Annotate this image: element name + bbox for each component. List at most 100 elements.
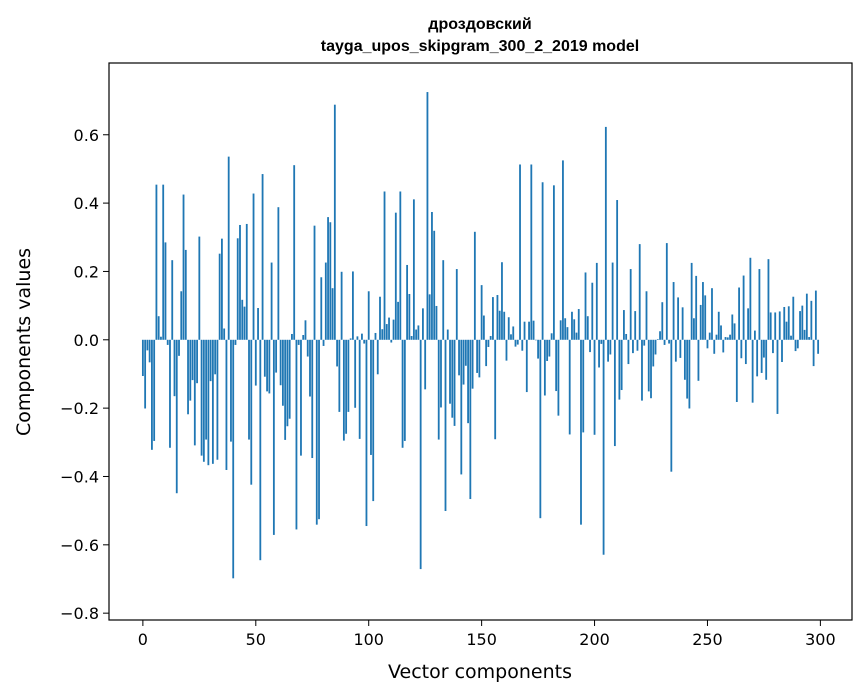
bar [431, 211, 433, 340]
bar [665, 243, 668, 340]
x-tick-label: 100 [353, 630, 384, 649]
bar [733, 323, 736, 340]
bar [763, 339, 765, 358]
bar [738, 287, 740, 340]
bar [557, 339, 560, 416]
bar [388, 317, 390, 340]
x-axis-label: Vector components [388, 661, 572, 683]
bar [794, 339, 797, 352]
bar [643, 339, 646, 346]
bar [178, 339, 180, 356]
bar [460, 339, 463, 475]
bar [379, 296, 381, 340]
bar [446, 329, 449, 340]
bar [266, 339, 268, 392]
bar [654, 339, 657, 355]
bar [652, 339, 655, 367]
bar [537, 339, 539, 359]
bar [453, 339, 456, 426]
bar [620, 339, 623, 391]
bar [550, 333, 553, 340]
bar [814, 290, 817, 340]
bar [372, 339, 375, 502]
bar [645, 291, 648, 340]
bar [523, 321, 526, 340]
bar [650, 339, 652, 399]
bar [146, 339, 149, 351]
bar [790, 335, 792, 340]
bar [390, 339, 393, 343]
bar [422, 308, 424, 340]
bar [141, 339, 144, 377]
bar [555, 339, 558, 392]
bar [315, 339, 318, 525]
plot-area-frame [108, 62, 853, 621]
bar [300, 339, 302, 456]
bar [501, 262, 503, 340]
bar [338, 339, 341, 412]
bar [354, 339, 357, 408]
bar [632, 339, 634, 354]
bar [722, 339, 725, 353]
bar [293, 165, 296, 340]
bar [272, 339, 275, 535]
bar [376, 339, 379, 375]
bar [257, 308, 259, 340]
bar [726, 337, 729, 340]
bar [347, 339, 350, 412]
bar [765, 339, 768, 380]
bar [699, 304, 702, 340]
bar [263, 339, 266, 377]
bar [153, 339, 156, 441]
bar [562, 160, 564, 340]
bar [744, 339, 747, 365]
bar [799, 311, 801, 340]
bar [742, 275, 745, 340]
bar [313, 225, 316, 340]
bar [239, 224, 241, 340]
bar [543, 339, 546, 396]
bar [602, 339, 605, 555]
bar [568, 339, 571, 435]
bar [715, 334, 718, 340]
bar [175, 339, 178, 494]
bar [216, 339, 219, 460]
bar [593, 339, 596, 435]
bar [729, 334, 731, 340]
bar [157, 316, 160, 340]
x-tick-label: 300 [805, 630, 836, 649]
bar [365, 339, 368, 527]
bar [469, 339, 472, 500]
bar [616, 200, 619, 340]
bar [331, 288, 334, 340]
x-axis-ticks: 0 50 100 150 200 250 300 [138, 620, 836, 649]
bar [401, 339, 404, 448]
bar [747, 308, 750, 340]
bar [589, 339, 591, 353]
bar [670, 339, 673, 472]
bar [760, 339, 763, 373]
bar [609, 339, 612, 355]
bar [505, 339, 508, 361]
bar [625, 333, 628, 340]
bar [397, 301, 399, 340]
bar [627, 339, 630, 365]
bar [772, 339, 774, 354]
bar [573, 319, 576, 340]
bar [184, 249, 187, 340]
bar [607, 339, 609, 362]
bar [329, 222, 332, 340]
bar [160, 336, 162, 340]
bar [740, 339, 743, 359]
bar [749, 257, 752, 340]
bar [731, 314, 734, 340]
bar [528, 321, 530, 340]
bar [248, 339, 250, 440]
bar [702, 282, 704, 340]
bar [281, 339, 284, 406]
bar [659, 331, 661, 340]
bar [525, 339, 528, 393]
y-tick-label: 0.0 [74, 331, 99, 350]
bar [767, 259, 770, 340]
bar [191, 339, 194, 381]
